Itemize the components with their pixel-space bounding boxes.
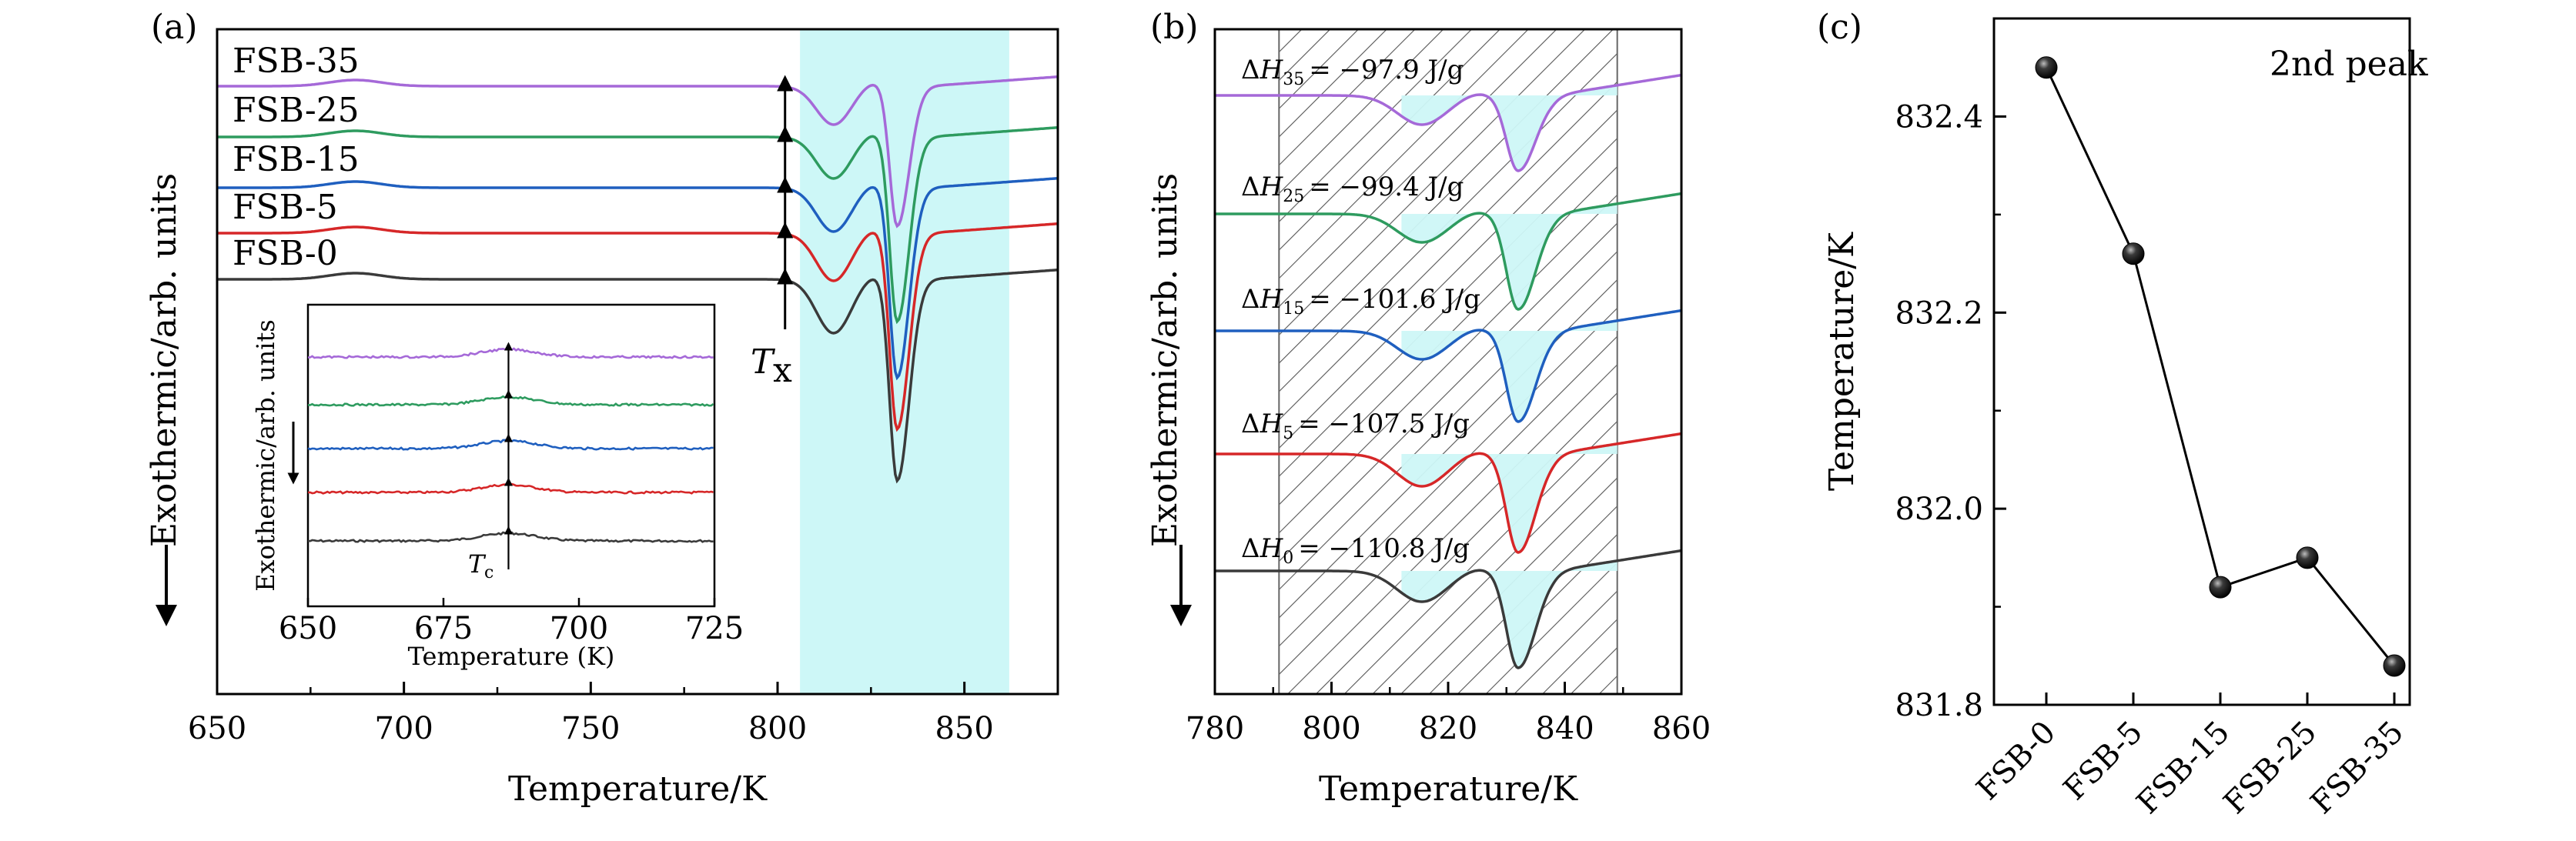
- label-fsb-25: FSB-25: [233, 91, 360, 130]
- label-fsb-5: FSB-5: [233, 188, 338, 227]
- x-tick-label: 820: [1419, 711, 1477, 746]
- inset: 650 675 700 725 Temperature (K) Exothermic/…: [251, 303, 744, 671]
- data-point-fsb-25: [2296, 546, 2319, 569]
- y-tick-label: 831.8: [1895, 688, 1983, 723]
- curve-b-fsb-0: [1215, 549, 1681, 669]
- enthalpy-label-fsb-5: ΔH5 = −107.5 J/g: [1241, 409, 1470, 443]
- x-tick-label: 860: [1652, 711, 1711, 746]
- curve-fsb-25: [217, 126, 1058, 325]
- category-label: FSB-35: [2304, 715, 2410, 821]
- panel-c-frame: [1992, 17, 2411, 706]
- curve-b-fsb-35: [1215, 73, 1681, 172]
- tc-label-sub: c: [484, 563, 493, 582]
- enthalpy-labels: ΔH35 = −97.9 J/g ΔH25 = −99.4 J/g ΔH15 = −101…: [1241, 55, 1480, 568]
- tx-label-sub: x: [773, 351, 792, 390]
- panel-b-y-label: Exothermic/arb. units: [1146, 173, 1185, 547]
- panel-a: FSB-0 FSB-5 FSB-15 FSB-25 FSB-35 650 700 750 80…: [145, 8, 1059, 809]
- panel-c: 831.8 832.0 832.2 832.4 FSB-0FSB-5FSB-15FSB…: [1817, 8, 2428, 821]
- curve-b-fsb-5: [1215, 432, 1681, 554]
- x-tick-label: 800: [748, 711, 807, 746]
- panel-a-x-label: Temperature/K: [508, 769, 768, 809]
- data-point-fsb-15: [2209, 576, 2232, 599]
- curve-fsb-15: [217, 177, 1058, 381]
- panel-b-peak-fills: [1401, 85, 1618, 668]
- y-tick-label: 832.2: [1895, 295, 1983, 331]
- inset-frame: [306, 303, 716, 608]
- curve-b-fsb-15: [1215, 309, 1681, 423]
- label-fsb-15: FSB-15: [233, 140, 360, 179]
- hatched-integration-range: [1278, 28, 1618, 695]
- panel-a-x-ticks: 650 700 750 800 850: [188, 682, 994, 746]
- category-label: FSB-0: [1970, 715, 2062, 807]
- inset-x-tick-label: 725: [685, 611, 744, 646]
- data-point-fsb-5: [2122, 242, 2145, 265]
- category-label: FSB-25: [2217, 715, 2323, 821]
- panel-b-tag: (b): [1150, 8, 1199, 47]
- peak-area-fsb-35: [1401, 85, 1618, 171]
- panel-b-x-label: Temperature/K: [1319, 769, 1578, 809]
- panel-b: ΔH35 = −97.9 J/g ΔH25 = −99.4 J/g ΔH15 = −101…: [1146, 8, 1711, 809]
- panel-a-tag: (a): [151, 8, 198, 47]
- panel-c-tag: (c): [1817, 8, 1862, 47]
- data-point-fsb-35: [2383, 654, 2406, 677]
- x-tick-label: 840: [1535, 711, 1594, 746]
- inset-x-tick-label: 650: [279, 611, 337, 646]
- y-tick-label: 832.4: [1895, 99, 1983, 135]
- label-fsb-35: FSB-35: [233, 42, 360, 81]
- tc-label: T: [468, 549, 487, 579]
- peak-area-fsb-5: [1401, 443, 1618, 552]
- inset-x-tick-label: 675: [414, 611, 473, 646]
- category-label: FSB-15: [2130, 715, 2236, 821]
- curve-fsb-35: [217, 75, 1058, 229]
- peak-area-fsb-0: [1401, 560, 1618, 668]
- y-tick-label: 832.0: [1895, 492, 1983, 527]
- crystallization-band: [800, 29, 1009, 694]
- curve-b-fsb-25: [1215, 192, 1681, 311]
- peak-area-fsb-25: [1401, 203, 1618, 309]
- panel-c-series: [2035, 56, 2406, 677]
- panel-c-y-ticks: 831.8 832.0 832.2 832.4: [1895, 99, 2006, 723]
- panel-a-frame: [216, 28, 1059, 696]
- x-tick-label: 850: [935, 711, 993, 746]
- panel-c-y-label: Temperature/K: [1822, 232, 1862, 491]
- x-tick-label: 700: [374, 711, 433, 746]
- inset-x-tick-label: 700: [550, 611, 608, 646]
- panel-a-y-label: Exothermic/arb. units: [145, 173, 184, 547]
- enthalpy-label-fsb-0: ΔH0 = −110.8 J/g: [1241, 533, 1470, 568]
- data-point-fsb-0: [2035, 56, 2058, 79]
- inset-x-ticks: 650 675 700 725: [279, 598, 744, 646]
- x-tick-label: 650: [188, 711, 246, 746]
- panel-b-x-ticks: 780 800 820 840 860: [1186, 682, 1711, 746]
- x-tick-label: 800: [1302, 711, 1360, 746]
- second-peak-annotation: 2nd peak: [2270, 45, 2428, 84]
- inset-x-label: Temperature (K): [408, 642, 615, 671]
- enthalpy-label-fsb-15: ΔH15 = −101.6 J/g: [1241, 284, 1480, 319]
- series-line: [2045, 67, 2396, 666]
- enthalpy-label-fsb-25: ΔH25 = −99.4 J/g: [1241, 172, 1464, 206]
- panel-a-curves: [217, 75, 1058, 484]
- peak-area-fsb-15: [1401, 320, 1618, 422]
- curve-fsb-0: [217, 269, 1058, 484]
- panel-b-curves: [1215, 73, 1681, 669]
- panel-a-series-labels: FSB-0 FSB-5 FSB-15 FSB-25 FSB-35: [233, 42, 360, 273]
- tx-label: T: [751, 342, 776, 382]
- curve-fsb-5: [217, 222, 1058, 432]
- label-fsb-0: FSB-0: [233, 234, 338, 273]
- inset-y-label: Exothermic/arb. units: [251, 319, 280, 592]
- enthalpy-label-fsb-35: ΔH35 = −97.9 J/g: [1241, 55, 1464, 89]
- x-tick-label: 780: [1186, 711, 1244, 746]
- x-tick-label: 750: [561, 711, 620, 746]
